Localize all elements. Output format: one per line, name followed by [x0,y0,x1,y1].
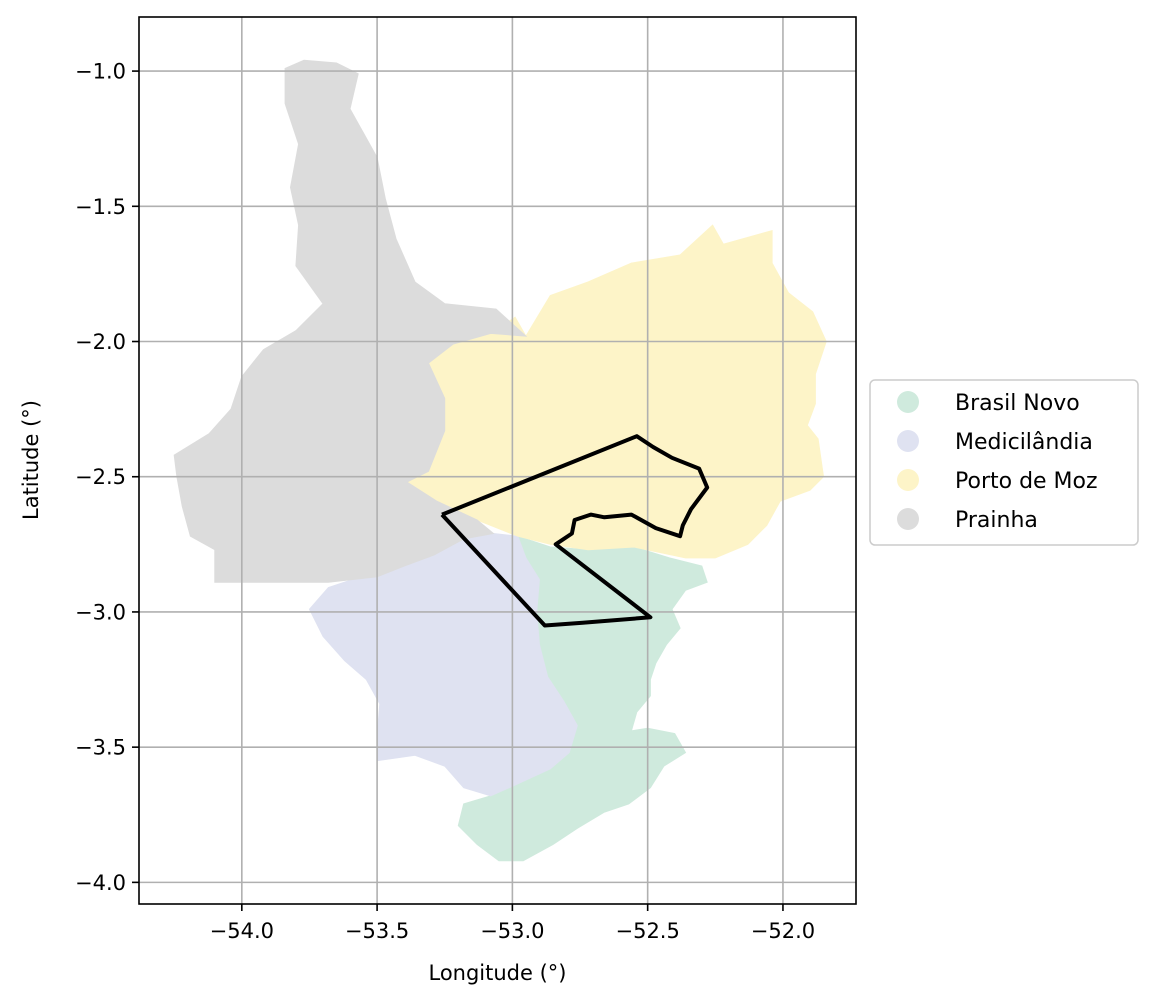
y-axis-label: Latitude (°) [19,400,43,520]
legend-label: Brasil Novo [955,391,1080,416]
legend-label: Porto de Moz [955,469,1098,494]
grid-layer [139,17,856,904]
study-area-outline [440,434,710,628]
x-tick-label: −52.5 [615,919,679,943]
legend-box [869,379,1139,546]
legend-item-porto-de-moz: Porto de Moz [897,469,1098,494]
x-axis-label: Longitude (°) [428,961,566,985]
y-tick-label: −3.0 [75,600,126,624]
legend-swatch [897,430,919,452]
x-tick-label: −52.0 [751,919,815,943]
x-tick-label: −53.5 [345,919,409,943]
y-tick-label: −1.5 [75,195,126,219]
plot-frame [138,16,857,905]
y-tick-label: −1.0 [75,60,126,84]
y-tick-label: −2.5 [75,465,126,489]
study-area-layer [440,434,710,628]
legend-swatch [897,508,919,530]
x-tick-label: −53.0 [480,919,544,943]
legend: Brasil Novo Medicilândia Porto de Moz Prain… [869,379,1139,546]
region-prainha [173,59,528,583]
legend-item-medicilandia: Medicilândia [897,430,1093,455]
legend-label: Medicilândia [955,430,1093,455]
legend-swatch [897,469,919,491]
y-tick-label: −4.0 [75,871,126,895]
y-tick-label: −2.0 [75,330,126,354]
y-tick-label: −3.5 [75,736,126,760]
legend-swatch [897,391,919,413]
x-tick-label: −54.0 [210,919,274,943]
legend-item-prainha: Prainha [897,508,1038,533]
ticks-layer: −54.0 −53.5 −53.0 −52.5 −52.0 −1.0 −1.5 −2.0 −2.… [75,60,815,943]
legend-item-brasil-novo: Brasil Novo [897,391,1080,416]
legend-label: Prainha [955,508,1038,533]
